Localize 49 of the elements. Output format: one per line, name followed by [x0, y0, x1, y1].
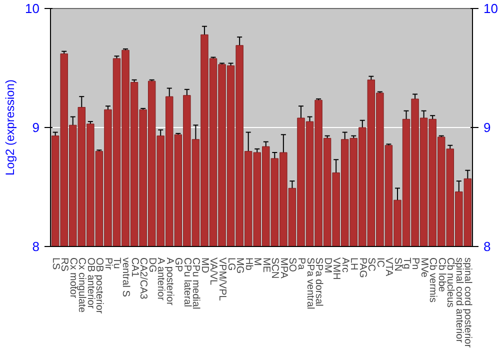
x-tick-label: LG — [225, 258, 236, 272]
x-tick-label: MVe — [418, 258, 430, 278]
x-tick-label: VTA — [383, 258, 394, 277]
x-tick-label: RS — [58, 258, 70, 272]
x-tick-label: CPu lateral — [181, 258, 192, 307]
x-tick-label: LH — [348, 258, 360, 270]
x-tick-label: SPa ventral — [304, 258, 316, 310]
x-tick-label: IC — [374, 258, 386, 268]
x-tick-label: Cx cingulate — [76, 258, 88, 313]
y2-tick-label: 8 — [484, 239, 491, 254]
y-tick-label: 9 — [32, 120, 40, 135]
x-tick-label: Pn — [410, 258, 421, 270]
x-tick-label: PAG — [356, 258, 368, 278]
y-tick-label: 8 — [32, 239, 40, 254]
x-tick-label: Arc — [339, 258, 350, 272]
x-tick-label: SCN — [269, 258, 280, 279]
x-tick-label: MD — [198, 258, 210, 274]
x-tick-label: Tg — [400, 258, 412, 270]
x-tick-label: VA/VL — [208, 258, 219, 286]
y2-tick-label: 9 — [484, 120, 491, 135]
x-tick-label: MPA — [278, 258, 289, 279]
y-axis-title: Log2 (expression) — [3, 79, 18, 176]
x-tick-label: Cb vermis — [427, 258, 438, 303]
x-tick-label: SC — [366, 258, 377, 272]
y-tick-label: 10 — [25, 1, 40, 16]
x-tick-label: GP — [172, 258, 184, 272]
x-tick-label: DG — [146, 258, 158, 273]
x-tick-label: LS — [50, 258, 61, 270]
x-tick-label: ME — [260, 258, 272, 273]
x-tick-label: A anterior — [155, 258, 166, 301]
x-tick-label: SN — [392, 258, 403, 272]
x-tick-label: CA1 — [128, 258, 140, 278]
y2-tick-label: 10 — [484, 1, 498, 16]
x-tick-label: DM — [322, 258, 333, 274]
x-tick-label: CA2/CA3 — [138, 258, 149, 300]
x-tick-label: spinal cord anterior — [453, 258, 464, 344]
x-tick-label: Cx motor — [67, 258, 78, 299]
x-tick-label: Pa — [295, 258, 306, 270]
x-tick-label: OB posterior — [94, 258, 105, 314]
x-tick-label: MG — [234, 258, 246, 274]
x-tick-label: A posterior — [164, 258, 175, 306]
x-tick-label: VMH — [330, 258, 342, 280]
x-tick-label: ventral S — [120, 258, 132, 298]
x-tick-label: VPM/VPL — [216, 258, 228, 302]
x-tick-label: Hb — [242, 258, 254, 271]
x-tick-label: Pir — [102, 258, 114, 270]
x-tick-label: SO — [286, 258, 298, 272]
x-tick-label: SPa dorsal — [313, 258, 324, 306]
x-tick-label: spinal cord posterior — [462, 258, 474, 348]
